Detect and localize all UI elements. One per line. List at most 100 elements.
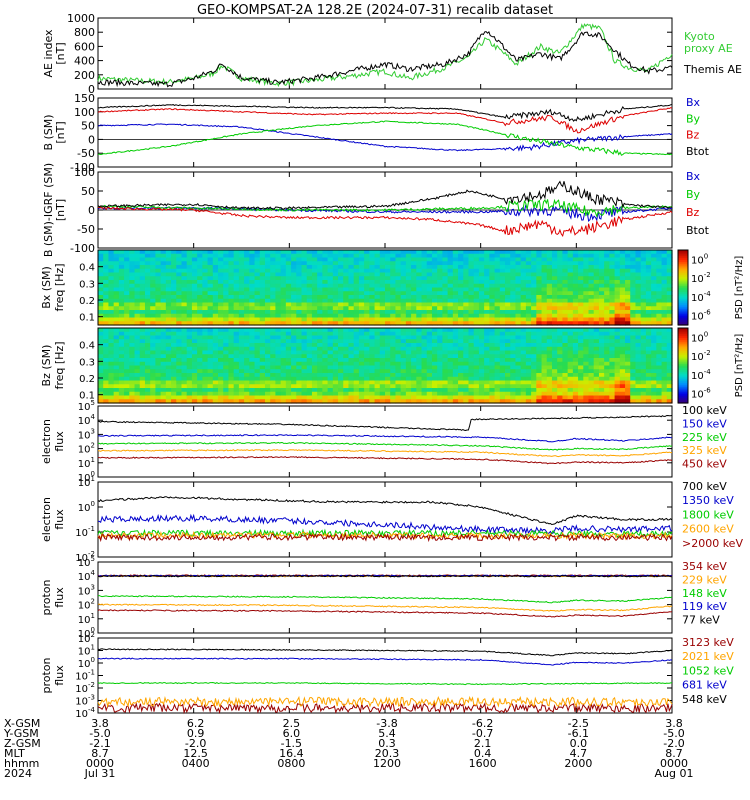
spectrogram-cell — [165, 306, 172, 311]
spectrogram-cell — [338, 331, 344, 337]
spectrogram-cell — [630, 272, 637, 277]
spectrogram-cell — [197, 373, 203, 378]
spectrogram-cell — [421, 276, 428, 281]
spectrogram-cell — [416, 391, 423, 397]
spectrogram-cell — [520, 253, 527, 259]
spectrogram-cell — [625, 310, 631, 315]
y-tick-label: -50 — [77, 223, 95, 236]
spectrogram-cell — [358, 328, 365, 333]
spectrogram-cell — [233, 257, 240, 262]
spectrogram-cell — [604, 391, 610, 397]
spectrogram-cell — [484, 335, 490, 340]
spectrogram-cell — [244, 395, 250, 400]
spectrogram-cell — [150, 346, 156, 352]
spectrogram-cell — [505, 261, 511, 266]
legend-entry: proxy AE — [684, 42, 733, 55]
spectrogram-cell — [285, 265, 292, 270]
spectrogram-cell — [238, 358, 245, 363]
spectrogram-cell — [531, 268, 537, 274]
spectrogram-cell — [369, 306, 376, 311]
spectrogram-cell — [358, 399, 365, 404]
spectrogram-cell — [223, 358, 230, 363]
spectrogram-cell — [635, 365, 642, 370]
spectrogram-cell — [593, 354, 600, 359]
spectrogram-cell — [176, 283, 183, 289]
spectrogram-cell — [332, 339, 339, 344]
spectrogram-cell — [327, 331, 334, 337]
spectrogram-cell — [165, 343, 172, 348]
spectrogram-cell — [619, 361, 626, 367]
spectrogram-cell — [416, 261, 423, 266]
spectrogram-cell — [390, 346, 397, 352]
spectrogram-cell — [437, 276, 443, 281]
spectrogram-cell — [578, 369, 584, 374]
spectrogram-cell — [619, 358, 626, 363]
spectrogram-cell — [645, 306, 652, 311]
spectrogram-cell — [645, 302, 652, 307]
spectrogram-cell — [374, 291, 381, 296]
spectrogram-cell — [557, 376, 564, 382]
spectrogram-cell — [578, 361, 584, 367]
spectrogram-cell — [129, 268, 136, 274]
series-line-1800-kev — [97, 528, 673, 539]
spectrogram-cell — [515, 261, 522, 266]
spectrogram-cell — [244, 310, 250, 315]
spectrogram-cell — [546, 306, 553, 311]
spectrogram-cell — [395, 331, 402, 337]
spectrogram-cell — [458, 272, 464, 277]
spectrogram-cell — [489, 373, 496, 378]
spectrogram-cell — [275, 358, 282, 363]
spectrogram-cell — [275, 250, 282, 255]
spectrogram-cell — [108, 250, 115, 255]
spectrogram-cell — [129, 321, 136, 326]
spectrogram-cell — [228, 384, 235, 389]
spectrogram-cell — [405, 302, 412, 307]
spectrogram-cell — [484, 298, 490, 304]
spectrogram-cell — [651, 384, 657, 389]
spectrogram-cell — [291, 388, 297, 393]
spectrogram-cell — [197, 388, 203, 393]
spectrogram-cell — [421, 361, 428, 367]
spectrogram-cell — [98, 361, 104, 367]
spectrogram-cell — [431, 265, 438, 270]
spectrogram-cell — [567, 291, 574, 296]
spectrogram-cell — [327, 350, 334, 355]
spectrogram-cell — [270, 310, 277, 315]
spectrogram-cell — [557, 369, 564, 374]
spectrogram-cell — [431, 358, 438, 363]
spectrogram-cell — [385, 391, 391, 397]
spectrogram-cell — [515, 369, 522, 374]
spectrogram-cell — [614, 369, 621, 374]
x-axis-row-label: MLT — [4, 747, 25, 760]
colorbar-cell — [678, 337, 688, 340]
spectrogram-cell — [238, 317, 245, 322]
spectrogram-cell — [306, 358, 313, 363]
spectrogram-cell — [614, 298, 621, 304]
spectrogram-cell — [484, 268, 490, 274]
spectrogram-cell — [473, 361, 480, 367]
spectrogram-cell — [249, 339, 256, 344]
spectrogram-cell — [405, 339, 412, 344]
y-label-line1: electron — [40, 419, 53, 464]
spectrogram-cell — [181, 346, 188, 352]
spectrogram-cell — [536, 391, 543, 397]
spectrogram-cell — [593, 310, 600, 315]
spectrogram-cell — [264, 306, 271, 311]
x-axis-cell: -6.1 — [568, 727, 589, 740]
spectrogram-cell — [525, 384, 532, 389]
spectrogram-cell — [478, 317, 485, 322]
spectrogram-cell — [264, 310, 271, 315]
spectrogram-cell — [385, 295, 391, 300]
spectrogram-cell — [572, 276, 579, 281]
spectrogram-cell — [233, 302, 240, 307]
spectrogram-cell — [176, 331, 183, 337]
spectrogram-cell — [228, 373, 235, 378]
spectrogram-cell — [306, 384, 313, 389]
spectrogram-cell — [108, 280, 115, 285]
spectrogram-cell — [656, 265, 663, 270]
spectrogram-cell — [301, 376, 308, 382]
spectrogram-cell — [630, 369, 637, 374]
spectrogram-cell — [499, 321, 506, 326]
spectrogram-cell — [520, 265, 527, 270]
spectrogram-cell — [317, 335, 323, 340]
